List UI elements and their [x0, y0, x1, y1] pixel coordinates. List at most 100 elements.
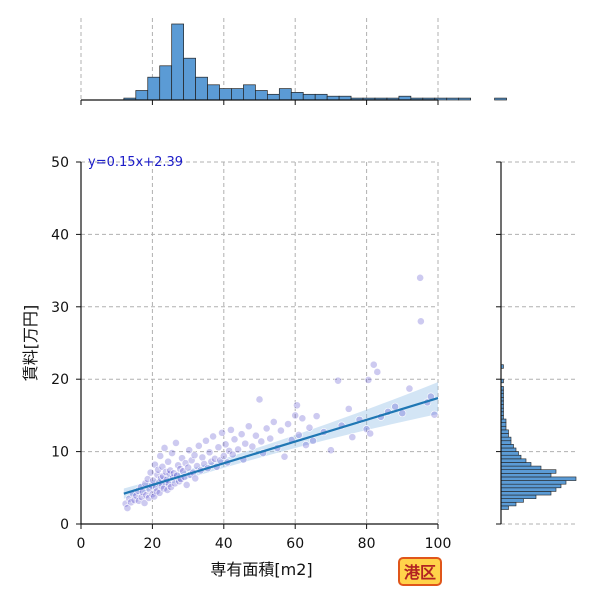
scatter-point [230, 435, 239, 444]
top-hist-bar [147, 76, 161, 101]
right-hist-bar [500, 422, 507, 427]
scatter-point [227, 425, 235, 434]
top-hist-bar [494, 97, 507, 101]
scatter-point [257, 437, 266, 446]
top-hist-bar [255, 90, 268, 101]
scatter-point [234, 445, 242, 454]
scatter-point [293, 401, 301, 410]
scatter-point [373, 368, 382, 376]
scatter-point [140, 499, 149, 507]
scatter-point [241, 439, 250, 448]
right-hist-bar [500, 458, 527, 463]
scatter-point [302, 441, 310, 449]
regression-equation: y=0.15x+2.39 [88, 155, 183, 170]
main-scatter-panel: 0 20 40 60 80 100 0 10 20 30 40 50 専有面積[m2] 賃料[万円] y=0… [21, 155, 451, 579]
x-tick-label: 40 [215, 536, 233, 552]
scatter-point [123, 504, 132, 512]
scatter-point [430, 410, 439, 419]
y-tick-label: 10 [51, 445, 69, 461]
top-hist-bar [290, 92, 304, 101]
right-hist-bar [500, 476, 577, 481]
scatter-point [228, 450, 237, 459]
scatter-point [172, 439, 180, 447]
scatter-point [366, 429, 375, 438]
scatter-point [209, 432, 217, 441]
x-tick-label: 100 [425, 536, 452, 552]
right-hist-bar [500, 487, 557, 492]
scatter-point [214, 443, 223, 452]
top-histogram-panel [80, 18, 507, 105]
top-hist-bar [278, 88, 292, 101]
regression-line [123, 397, 439, 495]
scatter-point [194, 441, 203, 450]
scatter-point [237, 430, 246, 439]
scatter-point [298, 414, 307, 423]
badge-label: 港区 [404, 563, 436, 582]
scatter-point [369, 360, 378, 369]
scatter-point [348, 433, 357, 442]
scatter-point [170, 479, 179, 488]
scatter-point [416, 317, 425, 326]
y-tick-label: 20 [51, 372, 69, 388]
scatter-point [294, 431, 303, 439]
top-hist-bar [195, 76, 208, 101]
scatter-point [190, 451, 199, 460]
right-hist-bar [500, 505, 509, 510]
scatter-point [309, 436, 317, 445]
x-tick-label: 80 [358, 536, 376, 552]
scatter-point [291, 411, 300, 420]
right-hist-bar [500, 469, 557, 474]
top-hist-bar [135, 90, 149, 101]
right-hist-bar [500, 494, 537, 499]
right-hist-bar [500, 425, 507, 431]
right-hist-bar [500, 465, 542, 470]
scatter-point [184, 463, 192, 472]
top-hist-bar [458, 97, 472, 101]
y-axis-title: 賃料[万円] [21, 305, 40, 382]
right-hist-bar [500, 483, 562, 489]
top-hist-bar [231, 88, 244, 101]
right-hist-bar [500, 436, 512, 442]
scatter-point [156, 452, 165, 460]
scatter-point [280, 452, 289, 461]
scatter-point [244, 422, 253, 431]
right-hist-bar [500, 429, 509, 434]
scatter-point [221, 440, 230, 449]
scatter-point [334, 376, 342, 385]
top-hist-bar [302, 93, 316, 101]
badge-background [398, 557, 442, 586]
scatter-point [168, 449, 176, 457]
scatter-point [164, 457, 173, 466]
right-hist-bar [500, 491, 552, 496]
scatter-point [205, 448, 214, 457]
scatter-point [252, 431, 260, 440]
y-tick-label: 30 [51, 300, 69, 316]
scatter-point [218, 428, 226, 437]
scatter-point [262, 424, 271, 433]
right-hist-bar [500, 501, 517, 507]
right-hist-bar [500, 433, 509, 438]
scatter-point [248, 442, 257, 451]
y-tick-label: 40 [51, 227, 69, 243]
x-tick-label: 0 [77, 536, 86, 552]
top-hist-bar [171, 23, 184, 101]
right-hist-bar [500, 440, 512, 445]
scatter-point [182, 481, 191, 489]
x-axis-title: 専有面積[m2] [210, 560, 312, 579]
right-hist-bar [500, 454, 522, 460]
right-histogram-panel [496, 161, 578, 525]
scatter-point [326, 446, 335, 455]
scatter-point [305, 423, 314, 432]
scatter-point [174, 461, 183, 470]
right-hist-bar [500, 480, 567, 485]
scatter-point [185, 446, 194, 455]
district-badge: 港区 [398, 557, 442, 586]
top-hist-bar [183, 57, 196, 101]
right-hist-bar [500, 418, 507, 423]
x-tick-label: 60 [286, 536, 304, 552]
top-hist-bar [314, 93, 328, 101]
top-hist-bar [159, 65, 173, 101]
right-hist-bar [500, 498, 524, 503]
scatter-point [277, 426, 285, 435]
